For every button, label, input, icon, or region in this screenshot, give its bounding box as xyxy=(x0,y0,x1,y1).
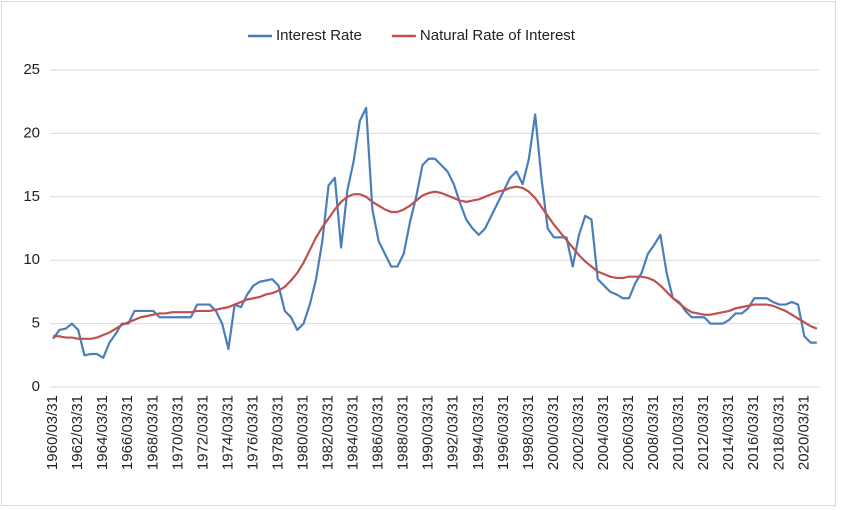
x-tick-label: 1994/03/31 xyxy=(470,395,487,470)
y-tick-label: 20 xyxy=(23,124,40,141)
y-tick-label: 0 xyxy=(32,378,40,395)
x-tick-label: 2016/03/31 xyxy=(745,395,762,470)
legend-label: Interest Rate xyxy=(276,27,362,44)
legend-label: Natural Rate of Interest xyxy=(420,27,576,44)
x-tick-label: 1960/03/31 xyxy=(44,395,61,470)
x-tick-label: 1996/03/31 xyxy=(495,395,512,470)
x-tick-label: 2012/03/31 xyxy=(695,395,712,470)
x-tick-label: 2020/03/31 xyxy=(795,395,812,470)
x-tick-label: 2018/03/31 xyxy=(770,395,787,470)
x-tick-label: 1962/03/31 xyxy=(69,395,86,470)
x-tick-label: 1980/03/31 xyxy=(295,395,312,470)
x-tick-label: 1990/03/31 xyxy=(420,395,437,470)
x-tick-label: 1978/03/31 xyxy=(269,395,286,470)
y-tick-label: 5 xyxy=(32,315,40,332)
y-tick-label: 25 xyxy=(23,61,40,78)
x-tick-label: 2014/03/31 xyxy=(720,395,737,470)
x-tick-label: 1974/03/31 xyxy=(219,395,236,470)
x-tick-label: 2004/03/31 xyxy=(595,395,612,470)
y-tick-label: 15 xyxy=(23,188,40,205)
x-tick-label: 2002/03/31 xyxy=(570,395,587,470)
x-tick-label: 1982/03/31 xyxy=(320,395,337,470)
data-line xyxy=(53,185,818,340)
x-tick-label: 1976/03/31 xyxy=(244,395,261,470)
x-tick-label: 1970/03/31 xyxy=(169,395,186,470)
x-tick-label: 2010/03/31 xyxy=(670,395,687,470)
chart-frame xyxy=(1,1,836,506)
x-tick-label: 1968/03/31 xyxy=(144,395,161,470)
x-tick-label: 2000/03/31 xyxy=(545,395,562,470)
y-tick-label: 10 xyxy=(23,251,40,268)
x-tick-label: 1966/03/31 xyxy=(119,395,136,470)
x-tick-label: 2006/03/31 xyxy=(620,395,637,470)
x-tick-label: 1988/03/31 xyxy=(395,395,412,470)
x-tick-label: 1964/03/31 xyxy=(94,395,111,470)
x-tick-label: 1972/03/31 xyxy=(194,395,211,470)
x-tick-label: 1998/03/31 xyxy=(520,395,537,470)
x-tick-label: 1986/03/31 xyxy=(370,395,387,470)
x-tick-label: 1984/03/31 xyxy=(345,395,362,470)
x-tick-label: 2008/03/31 xyxy=(645,395,662,470)
x-tick-label: 1992/03/31 xyxy=(445,395,462,470)
data-line xyxy=(52,106,817,359)
